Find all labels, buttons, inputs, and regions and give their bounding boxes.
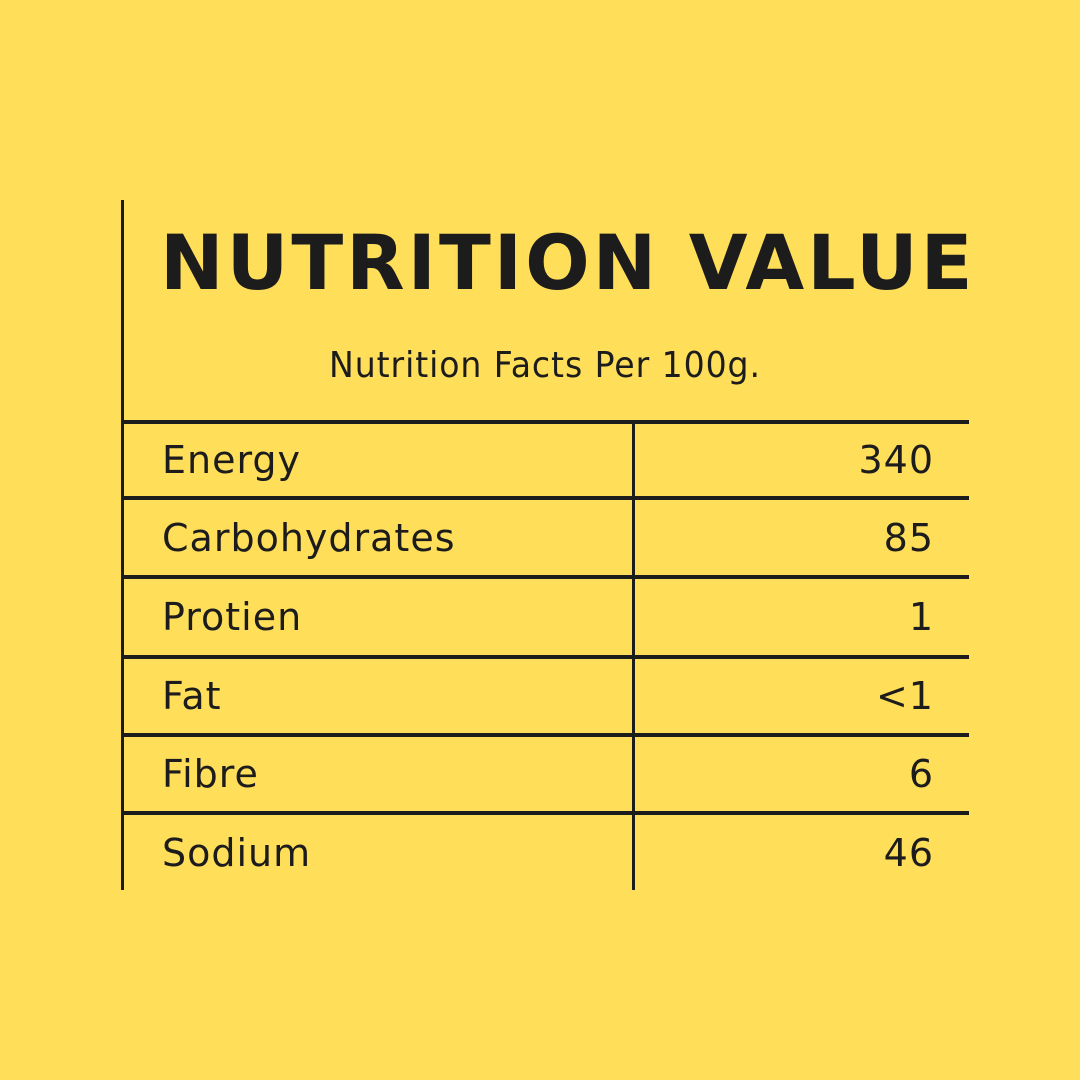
nutrient-label: Protien bbox=[162, 595, 303, 639]
nutrient-value: 1 bbox=[908, 595, 934, 639]
nutrient-label: Carbohydrates bbox=[162, 516, 456, 560]
divider bbox=[121, 811, 969, 815]
divider bbox=[121, 733, 969, 737]
nutrient-label: Energy bbox=[162, 438, 302, 482]
divider bbox=[121, 420, 969, 424]
table-row: Carbohydrates 85 bbox=[124, 502, 968, 578]
subtitle: Nutrition Facts Per 100g. bbox=[329, 345, 761, 386]
table-row: Fibre 6 bbox=[124, 738, 968, 814]
divider bbox=[121, 655, 969, 659]
nutrient-value: 46 bbox=[883, 831, 934, 875]
table-row: Protien 1 bbox=[124, 581, 968, 657]
left-border bbox=[121, 200, 124, 890]
table-row: Energy 340 bbox=[124, 424, 968, 500]
table-row: Fat <1 bbox=[124, 660, 968, 736]
divider bbox=[121, 496, 969, 500]
nutrient-value: 85 bbox=[883, 516, 934, 560]
nutrient-label: Sodium bbox=[162, 831, 312, 875]
nutrient-label: Fibre bbox=[162, 752, 259, 796]
nutrient-value: 6 bbox=[908, 752, 934, 796]
nutrient-label: Fat bbox=[162, 674, 222, 718]
table-row: Sodium 46 bbox=[124, 817, 968, 893]
nutrient-value: <1 bbox=[875, 674, 934, 718]
page-title: NUTRITION VALUE bbox=[160, 218, 976, 307]
divider bbox=[121, 575, 969, 579]
nutrient-value: 340 bbox=[858, 438, 934, 482]
